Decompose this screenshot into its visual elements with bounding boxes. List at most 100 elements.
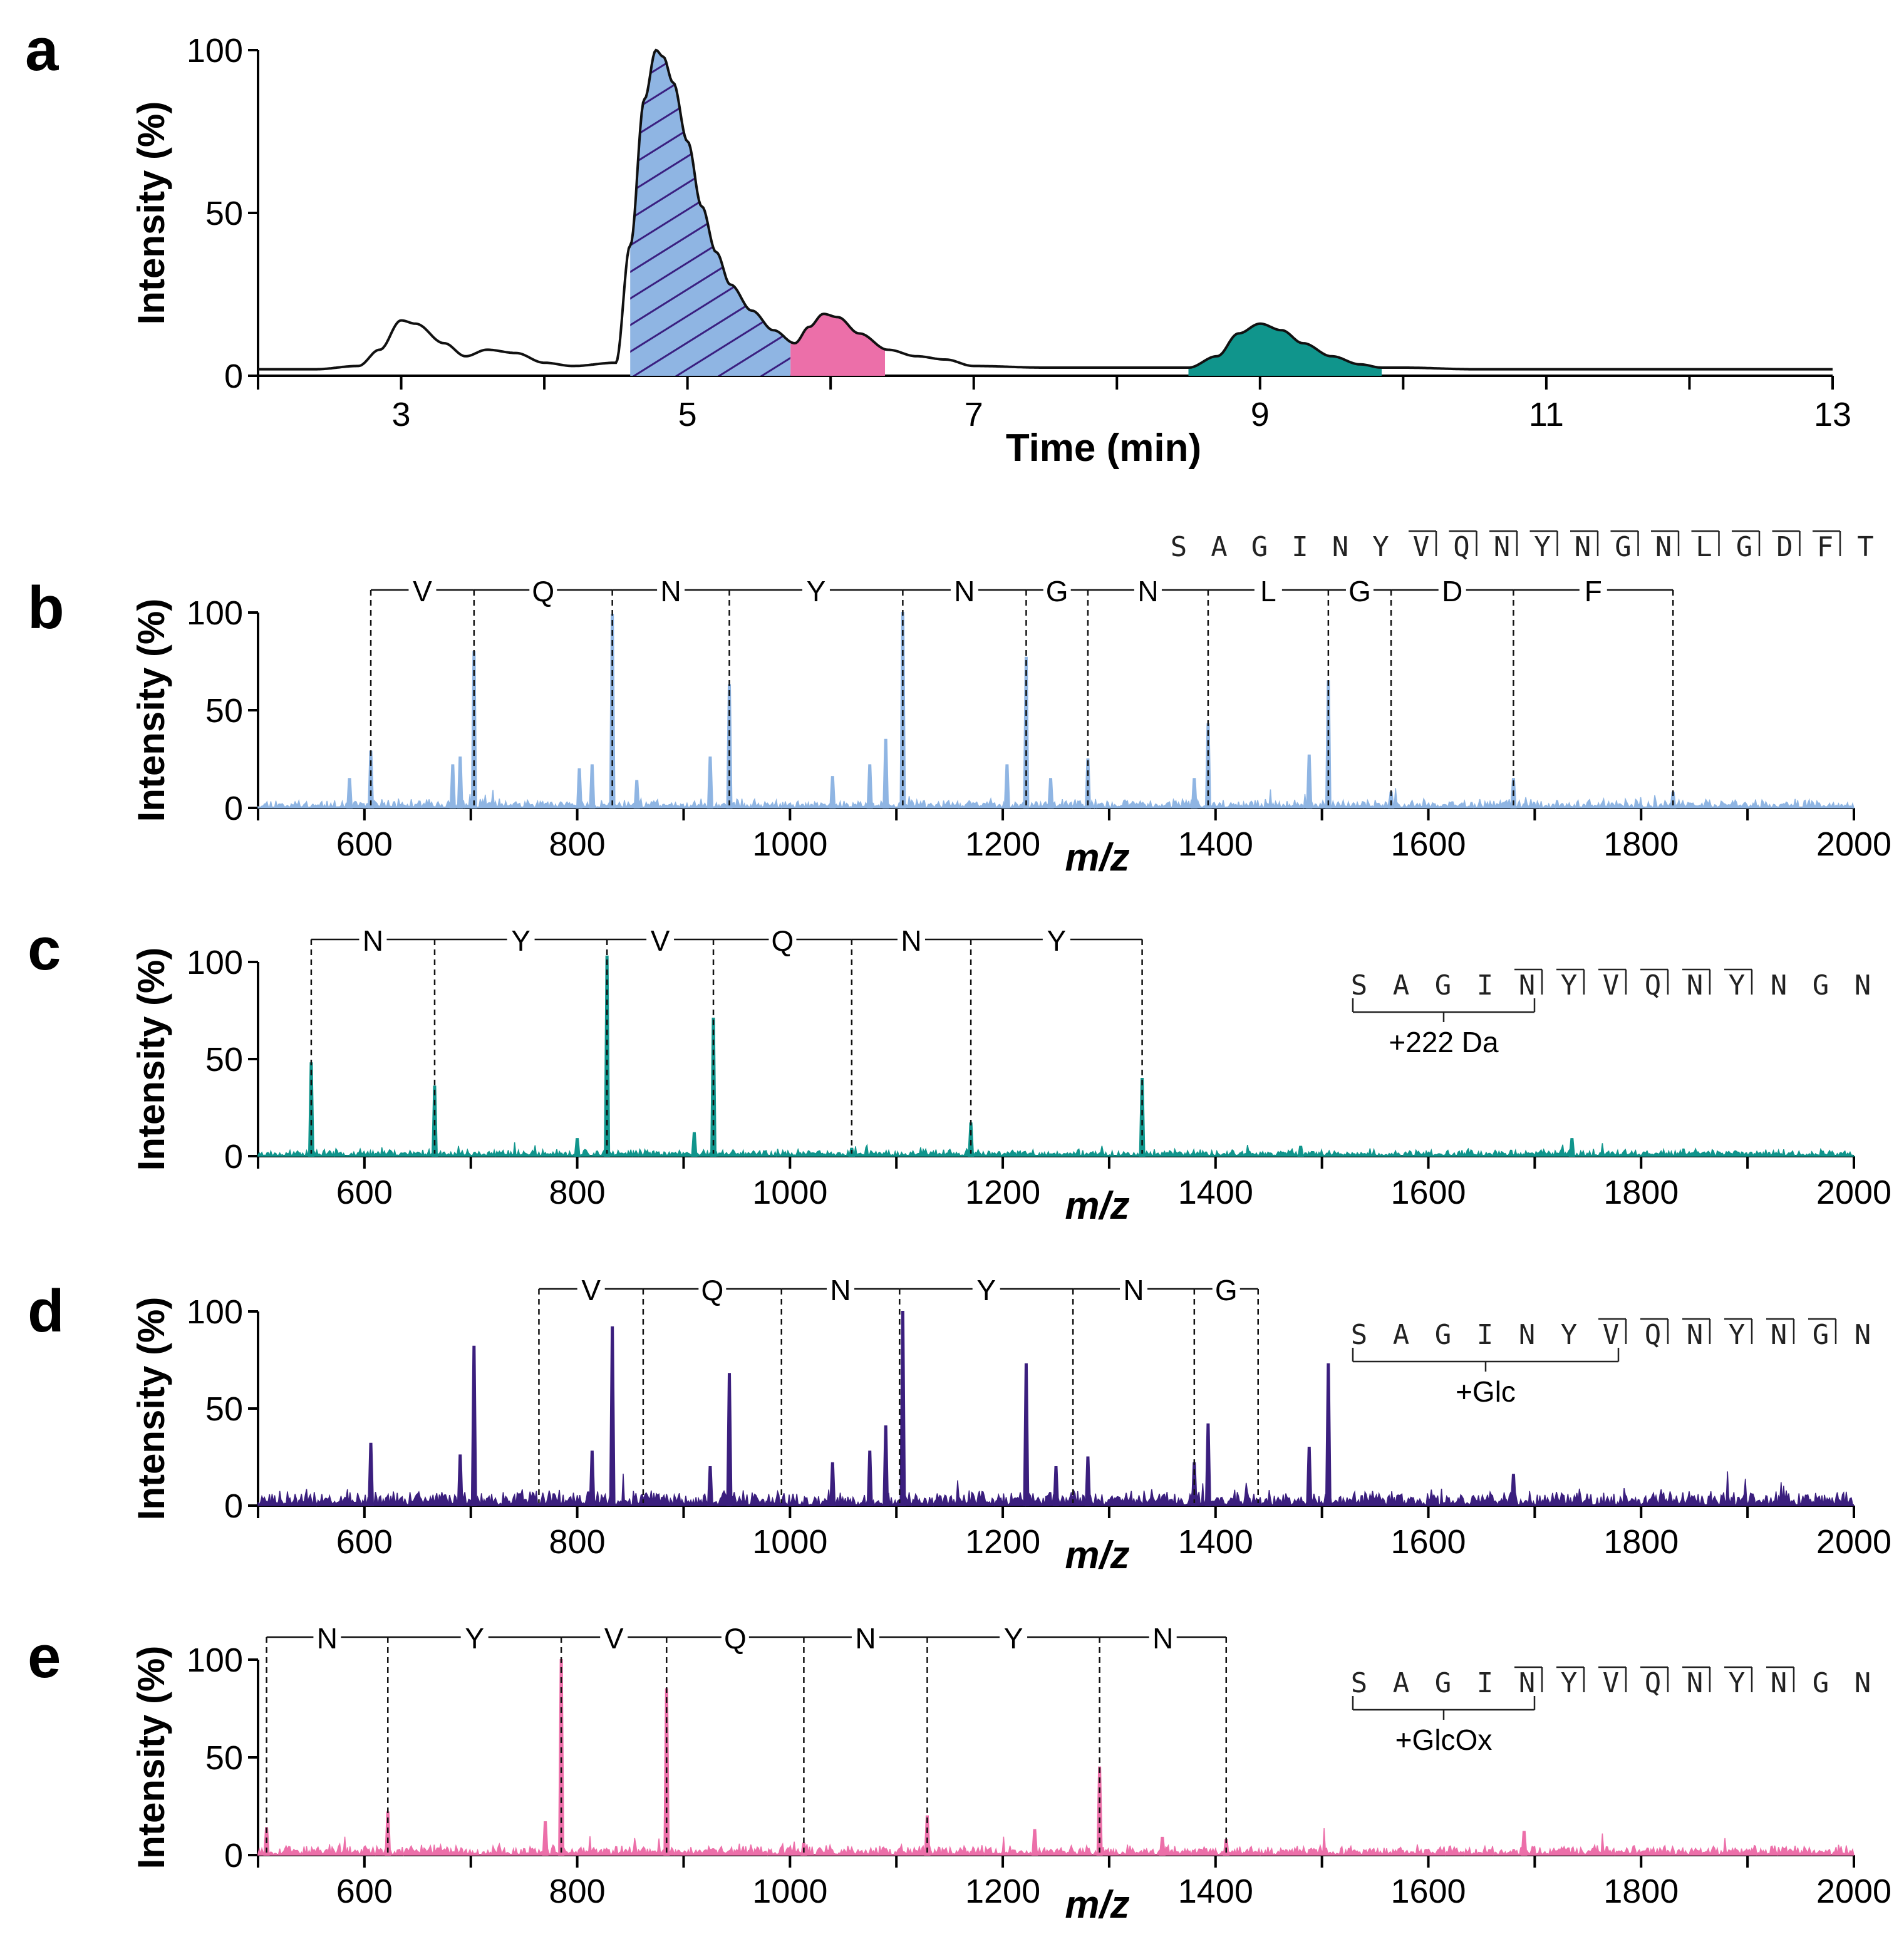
x-tick-label: 2000 (1816, 1873, 1891, 1910)
y-tick-label: 50 (205, 1390, 243, 1428)
spectrum-peak (542, 1821, 549, 1856)
sequence-residue: Y (1534, 531, 1551, 563)
sequence-residue: A (1393, 969, 1410, 1001)
sequence-residue: V (1603, 1667, 1620, 1699)
sequence-residue: N (1687, 1319, 1704, 1351)
y-tick-label: 50 (205, 195, 243, 232)
sequence-residue: Y (1729, 1319, 1746, 1351)
ladder-residue-label: L (1260, 575, 1276, 608)
sequence-residue: G (1813, 1319, 1829, 1351)
y-tick-label: 50 (205, 1739, 243, 1777)
ladder-residue-label: Y (511, 924, 530, 957)
y-tick-label: 50 (205, 1041, 243, 1078)
x-axis-title: Time (min) (1006, 427, 1201, 470)
x-tick-label: 1600 (1390, 1523, 1466, 1561)
ladder-residue-label: N (954, 575, 975, 608)
panel-d: d 0 50 100 600 800 1000 1200 1400 1600 1800 2000 m/z… (28, 1274, 1891, 1577)
panel-b: b 0 50 100 600 800 1000 1200 1400 1600 1800 2000 m/z… (28, 530, 1891, 879)
spectrum-peak (470, 1345, 477, 1506)
y-axis-title: Intensity (%) (130, 1646, 172, 1869)
spectrum-peak (706, 756, 713, 809)
ladder-residue-label: N (901, 924, 921, 957)
sequence-residue: N (1655, 531, 1672, 563)
x-tick-label: 9 (1251, 396, 1270, 433)
sequence-residue: G (1813, 969, 1829, 1001)
y-tick-label: 100 (187, 944, 243, 981)
spectrum-peak (1306, 754, 1313, 809)
modification-label: +222 Da (1389, 1026, 1499, 1058)
x-tick-label: 1000 (752, 1174, 827, 1211)
ladder-residue-label: Q (724, 1622, 747, 1655)
y-tick-label: 100 (187, 1642, 243, 1679)
ladder-residue-label: N (1123, 1274, 1144, 1306)
panel-e: e 0 50 100 600 800 1000 1200 1400 1600 1800 2000 m/z… (28, 1622, 1891, 1926)
panel-label: a (25, 16, 59, 83)
spectrum-peak (1159, 1836, 1166, 1856)
sequence-residue: G (1251, 531, 1268, 563)
sequence-residue: Y (1561, 969, 1578, 1001)
x-tick-label: 800 (549, 1174, 606, 1211)
x-tick-label: 1200 (965, 1523, 1040, 1561)
x-tick-label: 1000 (752, 1523, 827, 1561)
spectrum-peak (710, 1017, 717, 1157)
spectrum-peak (385, 1811, 391, 1856)
x-tick-label: 800 (549, 1873, 606, 1910)
spectrum-peak (691, 1132, 698, 1157)
x-tick-label: 11 (1529, 396, 1564, 433)
sequence-residue: F (1817, 531, 1834, 563)
spectrum-peak (1670, 792, 1677, 809)
sequence-residue: N (1855, 1319, 1871, 1351)
y-axis-title: Intensity (%) (130, 1297, 172, 1521)
spectrum-peak (589, 1450, 596, 1506)
sequence-residue: Y (1561, 1667, 1578, 1699)
ladder-residue-label: Y (1004, 1622, 1023, 1655)
spectrum-peak (866, 1450, 873, 1506)
sequence-residue: N (1519, 1667, 1536, 1699)
spectrum-peak (1223, 1839, 1229, 1856)
sequence-residue: I (1477, 1667, 1494, 1699)
spectrum-peak (829, 776, 836, 809)
sequence-residue: N (1575, 531, 1591, 563)
ladder-residue-label: G (1215, 1274, 1238, 1306)
spectrum-peak (899, 1311, 906, 1506)
spectrum-peak (968, 1122, 975, 1157)
y-tick-label: 0 (224, 790, 243, 827)
x-tick-label: 1400 (1178, 1523, 1253, 1561)
sequence-residue: G (1435, 1319, 1452, 1351)
sequence-residue: V (1413, 531, 1430, 563)
x-tick-label: 1200 (965, 1174, 1040, 1211)
x-tick-label: 2000 (1816, 1523, 1891, 1561)
spectrum-peak (1568, 1138, 1575, 1157)
spectrum-peak (1510, 1474, 1517, 1506)
spectrum-peak (924, 1815, 931, 1856)
x-tick-label: 1600 (1390, 825, 1466, 863)
sequence-residue: S (1351, 1667, 1368, 1699)
ladder-residue-label: Y (976, 1274, 996, 1306)
x-tick-label: 1000 (752, 1873, 827, 1910)
y-axis-title: Intensity (%) (130, 101, 172, 325)
spectrum-peak (1139, 1078, 1146, 1157)
spectrum-peak (1047, 778, 1054, 809)
sequence-residue: S (1351, 1319, 1368, 1351)
spectrum-peak (882, 738, 889, 809)
y-tick-label: 0 (224, 1837, 243, 1874)
y-tick-label: 0 (224, 358, 243, 395)
x-tick-label: 800 (549, 1523, 606, 1561)
sequence-residue: Q (1645, 1319, 1662, 1351)
sequence-residue: N (1332, 531, 1349, 563)
sequence-residue: V (1603, 1319, 1620, 1351)
sequence-residue: G (1435, 1667, 1452, 1699)
peak-region-hatched-blue (630, 50, 791, 376)
spectrum-peak (609, 1326, 616, 1506)
spectrum-peak (308, 1062, 314, 1157)
spectrum-peak (1052, 1466, 1060, 1506)
y-tick-label: 50 (205, 692, 243, 730)
ladder-residue-label: N (363, 924, 383, 957)
sequence-residue: A (1211, 531, 1228, 563)
spectrum-peak (457, 756, 463, 809)
spectrum-baseline (257, 788, 1855, 810)
sequence-residue: S (1171, 531, 1187, 563)
ladder-residue-label: Q (701, 1274, 723, 1306)
x-axis-title: m/z (1065, 1883, 1129, 1926)
